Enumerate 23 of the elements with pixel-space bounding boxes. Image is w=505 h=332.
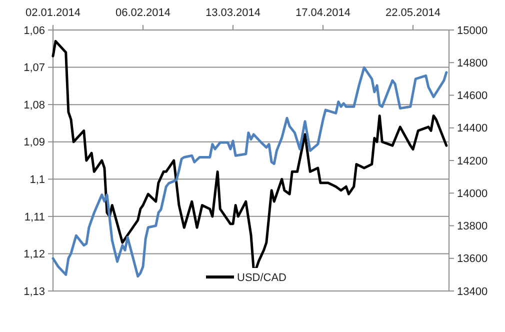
legend-label: USD/CAD (237, 272, 287, 284)
x-tick-label: 06.02.2014 (115, 7, 171, 19)
y2-tick-label: 14600 (457, 90, 488, 102)
y-tick-label: 1,09 (24, 136, 45, 149)
y2-tick-label: 15000 (457, 24, 488, 37)
y2-tick-label: 14200 (457, 155, 488, 168)
x-tick-label: 22.05.2014 (385, 7, 441, 19)
y-tick-label: 1,12 (24, 248, 45, 261)
y2-tick-label: 13800 (457, 220, 488, 233)
y-tick-label: 1,11 (24, 211, 45, 224)
y-tick-label: 1,06 (24, 24, 45, 37)
y-tick-label: 1,07 (24, 62, 45, 74)
x-tick-label: 17.04.2014 (295, 7, 351, 19)
y-tick-label: 1,1 (30, 174, 45, 186)
x-tick-label: 13.03.2014 (205, 7, 261, 19)
y2-tick-label: 13400 (457, 286, 488, 298)
y-tick-label: 1,13 (24, 286, 45, 298)
y2-tick-label: 13600 (457, 253, 488, 266)
y2-tick-label: 14400 (457, 122, 488, 135)
y-tick-label: 1,08 (24, 99, 45, 112)
y2-tick-label: 14800 (457, 57, 488, 70)
y2-tick-label: 14000 (457, 188, 488, 200)
x-tick-label: 02.01.2014 (25, 7, 81, 19)
